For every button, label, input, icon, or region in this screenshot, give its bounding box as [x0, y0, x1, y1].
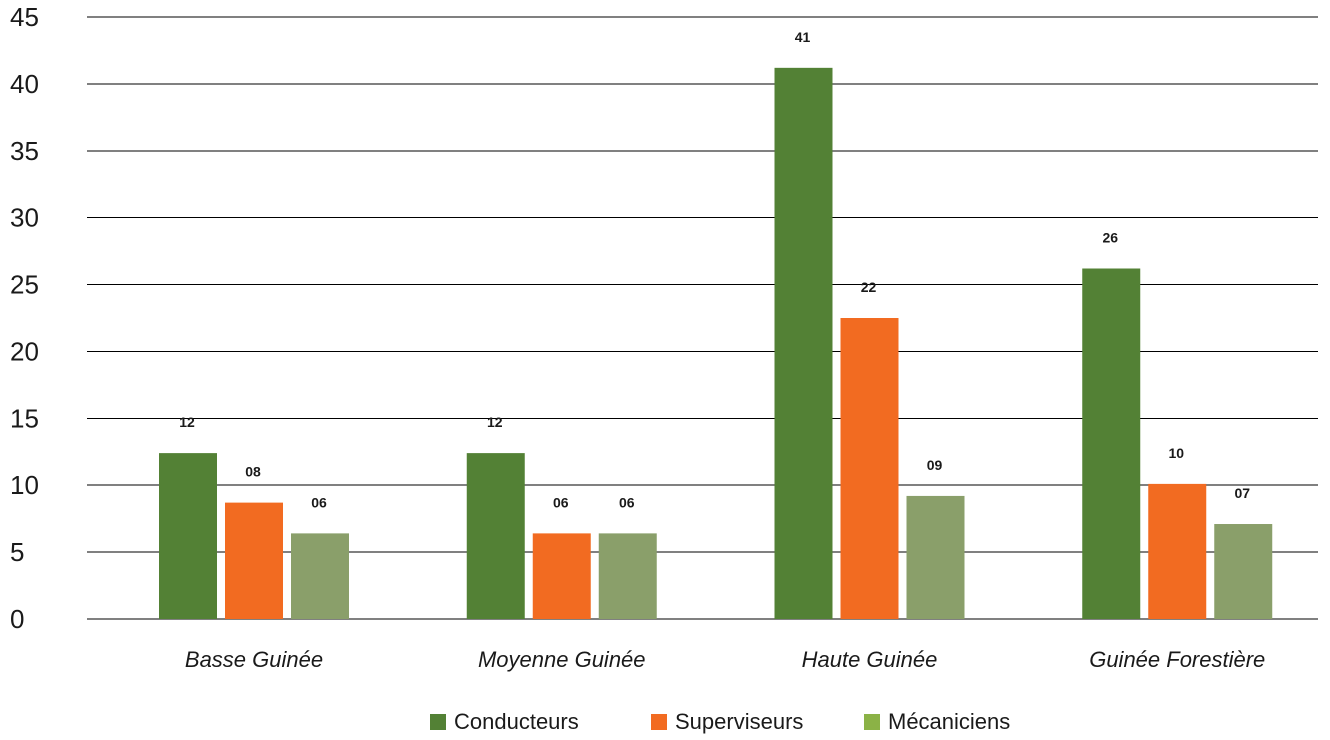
- y-tick-label: 15: [10, 403, 39, 433]
- legend-swatch: [864, 714, 880, 730]
- data-label: 06: [311, 494, 327, 510]
- legend-swatch: [430, 714, 446, 730]
- bar-m-caniciens: [291, 533, 349, 619]
- y-tick-label: 10: [10, 470, 39, 500]
- y-tick-label: 40: [10, 69, 39, 99]
- bar-conducteurs: [466, 453, 525, 619]
- data-label: 12: [179, 414, 195, 430]
- data-label: 06: [619, 494, 635, 510]
- y-tick-label: 30: [10, 203, 39, 233]
- bar-m-caniciens: [906, 495, 965, 619]
- legend: Conducteurs Superviseurs Mécaniciens: [430, 709, 1010, 734]
- y-tick-label: 45: [10, 2, 39, 32]
- bar-superviseurs: [1148, 483, 1207, 619]
- y-tick-label: 0: [10, 604, 24, 634]
- y-tick-label: 20: [10, 336, 39, 366]
- bar-conducteurs: [774, 67, 833, 619]
- x-category-label: Guinée Forestière: [1089, 647, 1265, 672]
- y-axis-ticks: 0 5 10 15 20 25 30 35 40 45: [10, 2, 39, 634]
- data-label: 22: [861, 279, 877, 295]
- data-labels: 12 08 06 12 06 06 41 22 09 26 10 07: [179, 29, 1250, 511]
- data-label: 41: [795, 29, 811, 45]
- legend-label: Mécaniciens: [888, 709, 1010, 734]
- y-tick-label: 35: [10, 136, 39, 166]
- x-category-label: Basse Guinée: [185, 647, 323, 672]
- legend-swatch: [651, 714, 667, 730]
- bar-m-caniciens: [1214, 524, 1273, 619]
- category-labels: Basse Guinée Moyenne Guinée Haute Guinée Gu…: [185, 647, 1265, 672]
- x-category-label: Moyenne Guinée: [478, 647, 646, 672]
- y-tick-label: 25: [10, 270, 39, 300]
- bar-conducteurs: [1082, 268, 1141, 619]
- legend-label: Superviseurs: [675, 709, 803, 734]
- data-label: 12: [487, 414, 503, 430]
- data-label: 10: [1168, 445, 1184, 461]
- legend-label: Conducteurs: [454, 709, 579, 734]
- bar-conducteurs: [159, 453, 217, 619]
- y-tick-label: 5: [10, 537, 24, 567]
- bar-m-caniciens: [598, 533, 657, 619]
- bars: [159, 67, 1273, 619]
- data-label: 08: [245, 464, 261, 480]
- x-category-label: Haute Guinée: [802, 647, 938, 672]
- data-label: 07: [1234, 485, 1250, 501]
- data-label: 09: [927, 457, 943, 473]
- data-label: 06: [553, 494, 569, 510]
- bar-superviseurs: [532, 533, 591, 619]
- bar-superviseurs: [840, 318, 899, 619]
- data-label: 26: [1102, 230, 1118, 246]
- bar-superviseurs: [225, 502, 283, 619]
